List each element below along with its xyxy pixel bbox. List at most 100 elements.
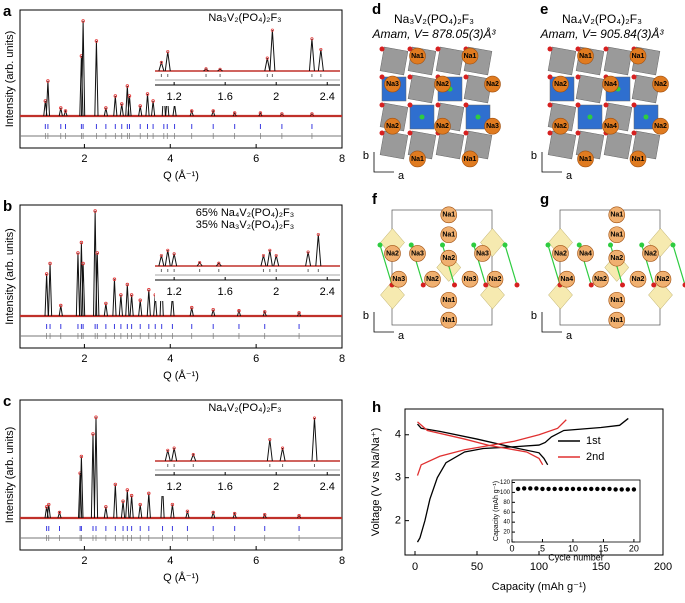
inset-x-tick-label: 15 xyxy=(598,543,608,553)
oxygen xyxy=(379,74,385,80)
sodium-atom xyxy=(461,47,479,65)
observed-peak xyxy=(119,293,123,297)
legend-label: 2nd xyxy=(586,451,604,463)
observed-peak xyxy=(104,505,108,509)
bond xyxy=(672,244,685,286)
atom-label: Na1 xyxy=(579,156,592,163)
calculated-peak xyxy=(58,305,63,317)
fluorine xyxy=(502,242,508,248)
sodium-atom xyxy=(434,117,451,135)
observed-peak xyxy=(232,511,237,516)
observed-peak xyxy=(138,298,142,302)
octahedron xyxy=(380,280,405,310)
observed-peak xyxy=(258,111,263,115)
atom-label: Na2 xyxy=(436,81,449,88)
axis-arrows xyxy=(373,312,394,333)
observed-peak xyxy=(263,512,267,517)
fluorine xyxy=(419,114,425,120)
atom-label: Na2 xyxy=(610,255,623,262)
observed-peak xyxy=(112,277,117,281)
oxygen xyxy=(547,102,553,108)
inset-peak xyxy=(266,250,273,267)
observed-peak xyxy=(59,303,63,308)
inset-bg xyxy=(155,11,340,106)
observed-peak xyxy=(297,514,301,518)
observed-peak xyxy=(232,111,237,115)
x-tick-label: 6 xyxy=(253,555,259,567)
atom-label: Na2 xyxy=(436,123,449,130)
calculated-peak xyxy=(211,109,216,117)
inset-peak xyxy=(196,261,203,267)
calculated-peak xyxy=(258,111,263,117)
x-axis-label: Q (Å⁻¹) xyxy=(163,571,199,584)
calculated-peak xyxy=(129,495,134,519)
inset-peak xyxy=(269,30,276,72)
inset-x-tick-label: 1.6 xyxy=(218,481,233,493)
calculated-peak xyxy=(112,279,117,317)
axis-b: b xyxy=(531,150,537,162)
calculated-peak xyxy=(120,501,126,519)
inset-observed xyxy=(218,67,222,71)
sodium-atom xyxy=(384,117,401,135)
sodium-atom xyxy=(602,117,619,135)
atom-label: Na1 xyxy=(442,232,455,239)
calculated-peak xyxy=(189,109,194,117)
calculated-peak xyxy=(103,506,108,519)
observed-peak xyxy=(120,102,124,106)
inset-peak xyxy=(190,453,197,462)
inset-x-tick-label: 2.4 xyxy=(320,91,335,103)
x-tick-label: 50 xyxy=(471,561,483,573)
sodium-atom xyxy=(409,150,426,168)
calculated-peak xyxy=(46,504,51,519)
atom-label: Na2 xyxy=(657,276,670,283)
calculated-peak xyxy=(93,417,99,519)
observed-peak xyxy=(121,499,125,503)
y-tick-label: 4 xyxy=(395,429,401,441)
atom-label: Na4 xyxy=(604,123,617,130)
sodium-atom xyxy=(440,291,458,309)
atom-label: Na1 xyxy=(442,297,455,304)
inset-x-tick-label: 1.2 xyxy=(166,91,181,103)
observed-peak xyxy=(104,301,108,306)
observed-peak xyxy=(310,112,314,116)
sodium-atom xyxy=(577,245,594,262)
inset-peak xyxy=(308,38,315,72)
octahedron xyxy=(648,280,673,310)
sodium-atom xyxy=(592,270,609,288)
inset-peak xyxy=(164,450,171,462)
fluorine xyxy=(440,242,445,248)
inset-observed xyxy=(159,253,163,258)
x-tick-label: 6 xyxy=(253,353,259,365)
inset-observed xyxy=(312,416,317,420)
sodium-atom xyxy=(608,226,626,244)
x-tick-label: 4 xyxy=(167,153,173,165)
inset-bg xyxy=(155,206,340,301)
calculated-peak xyxy=(113,95,118,117)
inset-observed xyxy=(261,253,265,258)
x-tick-label: 6 xyxy=(253,153,259,165)
observed-peak xyxy=(44,272,49,276)
sodium-atom xyxy=(558,270,576,288)
y-tick-label: 2 xyxy=(395,515,401,527)
observed-peak xyxy=(94,39,99,43)
oxygen xyxy=(631,130,637,136)
calculated-peak xyxy=(45,80,51,117)
calculated-peak xyxy=(94,40,99,117)
fluorine xyxy=(576,242,582,248)
observed-peak xyxy=(94,415,98,419)
inset-peak xyxy=(215,262,222,267)
inset-point xyxy=(595,486,600,492)
calculated-peak xyxy=(185,511,190,519)
inset-x-tick-label: 2 xyxy=(273,91,279,103)
sodium-atom xyxy=(461,270,479,288)
structure-title: Na₄V₂(PO₄)₂F₃ xyxy=(562,12,642,26)
x-tick-label: 8 xyxy=(339,555,345,567)
oxygen xyxy=(407,46,413,52)
observed-peak xyxy=(151,99,155,103)
panel-label: b xyxy=(3,198,12,215)
atom-label: Na1 xyxy=(579,53,592,60)
calculated-peak xyxy=(75,252,81,317)
calculated-peak xyxy=(57,510,62,519)
atom-label: Na2 xyxy=(486,81,499,88)
inset-x-label: Cycle number xyxy=(548,552,604,562)
